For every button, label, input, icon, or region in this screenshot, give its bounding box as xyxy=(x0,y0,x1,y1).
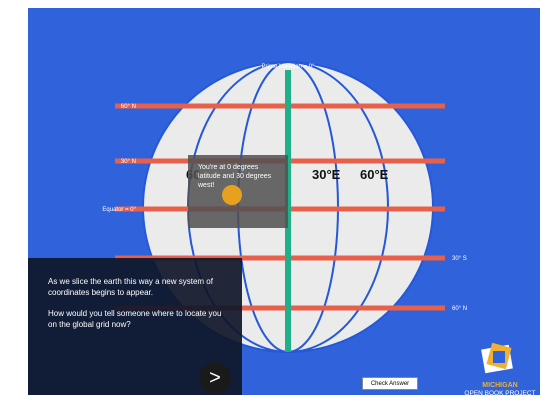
latitude-label: 60° N xyxy=(452,306,467,312)
latitude-label: 30° S xyxy=(452,256,467,262)
latitude-label: 30° N xyxy=(121,159,136,165)
prime-meridian xyxy=(285,70,291,352)
tooltip: You're at 0 degrees latitude and 30 degr… xyxy=(188,155,288,228)
latitude-line xyxy=(115,255,445,261)
latitude-label: 60° N xyxy=(121,104,136,110)
logo-icon xyxy=(481,342,513,374)
longitude-label: 60°E xyxy=(360,167,389,182)
latitude-label: Equator = 0° xyxy=(102,207,136,213)
logo-text: MICHIGAN xyxy=(482,382,518,389)
logo-text: OPEN BOOK PROJECT xyxy=(464,390,536,397)
next-button[interactable]: > xyxy=(199,362,231,394)
latitude-line xyxy=(115,103,445,109)
prime-meridian-label: Prime Meridian = 0° xyxy=(262,64,316,70)
paragraph: As we slice the earth this way a new sys… xyxy=(48,277,213,297)
paragraph: How would you tell someone where to loca… xyxy=(48,309,222,329)
latitude-line xyxy=(115,305,445,311)
check-answer-button[interactable]: Check Answer xyxy=(362,377,418,390)
longitude-label: 30°E xyxy=(312,167,341,182)
